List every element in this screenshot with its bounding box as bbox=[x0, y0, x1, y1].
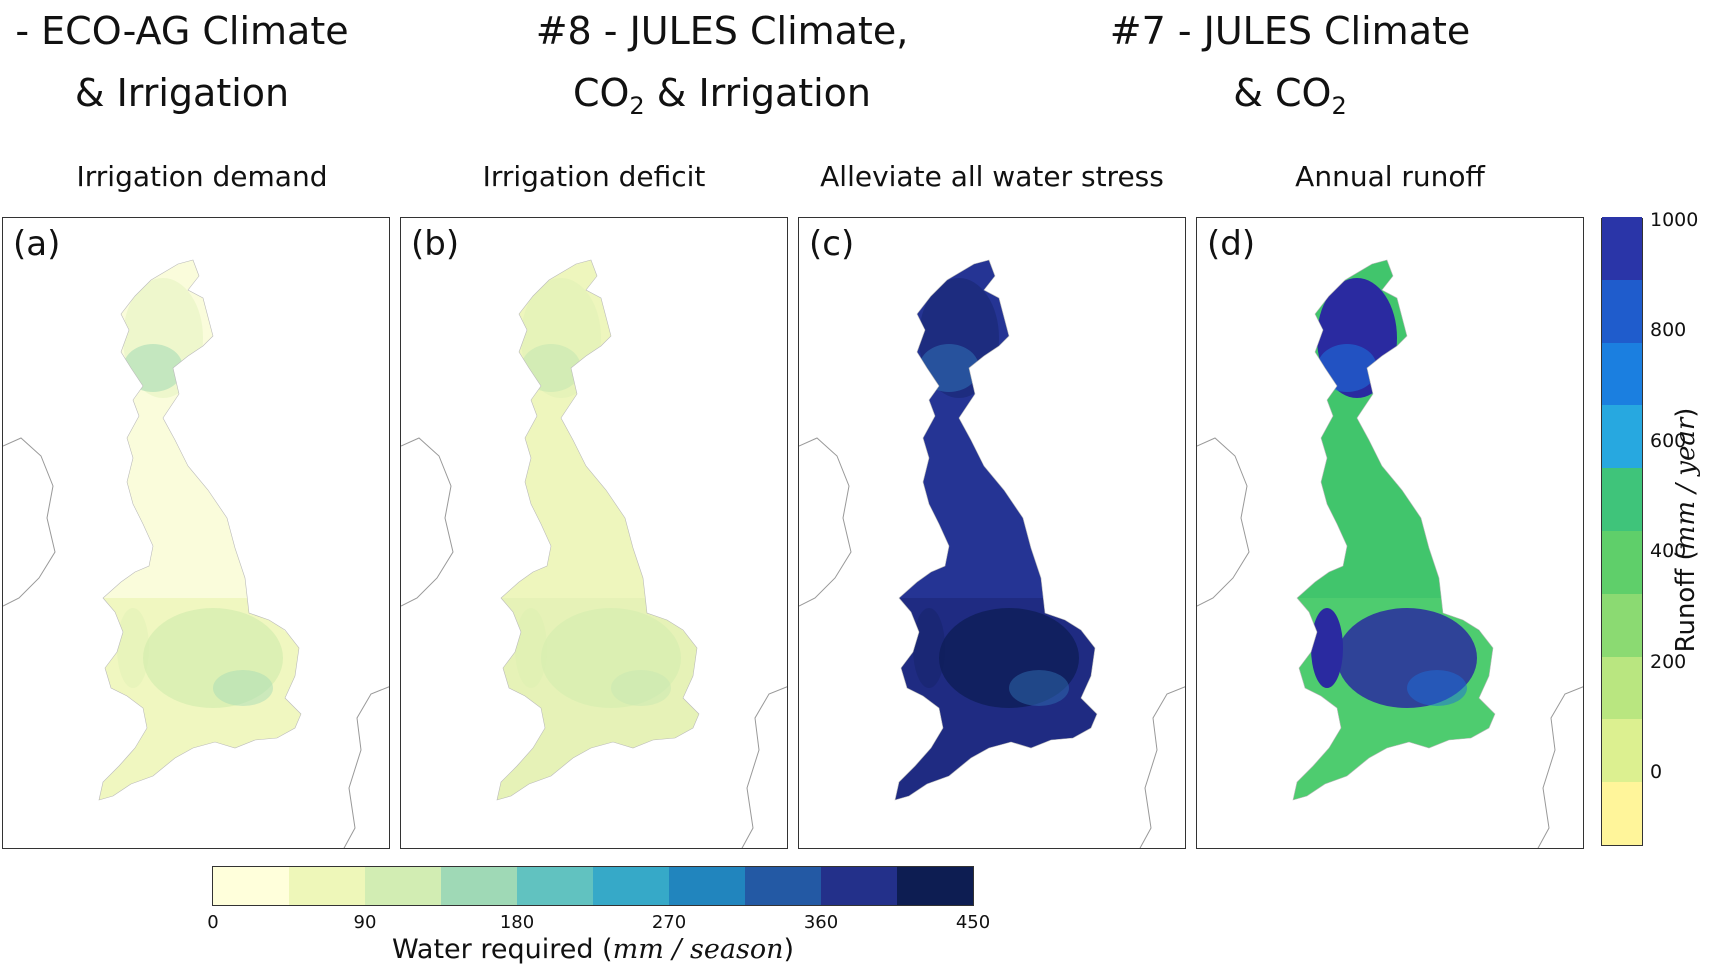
map-panel-d: (d) bbox=[1196, 217, 1584, 849]
panel-label: (d) bbox=[1207, 224, 1256, 264]
ireland-outline bbox=[3, 437, 56, 607]
runoff-colorbar-segment bbox=[1602, 404, 1642, 469]
scenario-header-1: - ECO-AG Climate & Irrigation bbox=[0, 0, 392, 124]
panel-label: (b) bbox=[411, 224, 460, 264]
gb-map bbox=[3, 259, 389, 848]
water-colorbar-segment bbox=[821, 867, 897, 905]
ireland-outline bbox=[401, 437, 454, 607]
runoff-tick-label: 800 bbox=[1650, 319, 1687, 342]
water-colorbar-title: Water required (mm / season) bbox=[391, 934, 795, 965]
water-colorbar-segment bbox=[289, 867, 365, 905]
water-tick-label: 90 bbox=[353, 912, 377, 933]
water-tick-label: 270 bbox=[651, 912, 687, 933]
water-colorbar-segment bbox=[213, 867, 289, 905]
runoff-colorbar-segment bbox=[1602, 781, 1642, 845]
runoff-tick-label: 1000 bbox=[1650, 209, 1699, 231]
runoff-colorbar bbox=[1601, 216, 1643, 846]
water-tick-label: 360 bbox=[803, 912, 839, 933]
water-colorbar-segment bbox=[441, 867, 517, 905]
ireland-outline bbox=[1197, 437, 1250, 607]
water-colorbar-segment bbox=[745, 867, 821, 905]
gb-map bbox=[401, 259, 787, 848]
europe-outline bbox=[1537, 686, 1583, 848]
runoff-colorbar-segment bbox=[1602, 530, 1642, 594]
scenario-line2: CO2 & Irrigation bbox=[572, 71, 872, 120]
scenario-line1: - ECO-AG Climate bbox=[15, 9, 349, 53]
runoff-colorbar-segment bbox=[1602, 718, 1642, 783]
coastline bbox=[98, 259, 302, 801]
gb-map bbox=[799, 259, 1185, 848]
runoff-colorbar-segment bbox=[1602, 467, 1642, 531]
scenario-header-3: #7 - JULES Climate & CO2 bbox=[1080, 0, 1500, 137]
runoff-tick-label: 400 bbox=[1650, 540, 1687, 563]
runoff-tick-label: 600 bbox=[1650, 429, 1687, 452]
europe-outline bbox=[1139, 686, 1185, 848]
panel-title-c: Alleviate all water stress bbox=[820, 160, 1164, 193]
panel-title-d: Annual runoff bbox=[1295, 160, 1485, 193]
water-colorbar-segment bbox=[593, 867, 669, 905]
runoff-tick-label: 200 bbox=[1650, 650, 1687, 673]
water-colorbar bbox=[212, 866, 974, 906]
scenario-line2: & Irrigation bbox=[74, 71, 290, 115]
panel-label: (c) bbox=[809, 224, 855, 264]
panel-label: (a) bbox=[13, 224, 61, 264]
scenario-line1: #8 - JULES Climate, bbox=[535, 9, 909, 53]
coastline bbox=[894, 259, 1098, 801]
water-colorbar-segment bbox=[897, 867, 973, 905]
water-colorbar-segment bbox=[669, 867, 745, 905]
water-tick-label: 0 bbox=[207, 912, 219, 933]
runoff-colorbar-segment bbox=[1602, 593, 1642, 657]
coastline bbox=[1292, 259, 1496, 801]
map-patterns bbox=[99, 278, 301, 800]
runoff-tick-label: 0 bbox=[1650, 761, 1663, 783]
water-tick-label: 450 bbox=[955, 912, 991, 933]
scenario-header-2: #8 - JULES Climate, CO2 & Irrigation bbox=[512, 0, 932, 137]
europe-outline bbox=[343, 686, 389, 848]
runoff-colorbar-segment bbox=[1602, 656, 1642, 720]
runoff-colorbar-title: Runoff (mm / year) bbox=[1671, 407, 1701, 653]
runoff-colorbar-segment bbox=[1602, 216, 1642, 280]
map-patterns bbox=[497, 278, 699, 800]
panel-title-a: Irrigation demand bbox=[76, 160, 328, 193]
runoff-colorbar-segment bbox=[1602, 279, 1642, 343]
scenario-line1: #7 - JULES Climate bbox=[1109, 9, 1471, 53]
coastline bbox=[496, 259, 700, 801]
gb-map bbox=[1197, 259, 1583, 848]
map-panel-b: (b) bbox=[400, 217, 788, 849]
map-panel-c: (c) bbox=[798, 217, 1186, 849]
water-colorbar-segment bbox=[517, 867, 593, 905]
runoff-colorbar-segment bbox=[1602, 342, 1642, 406]
map-panel-a: (a) bbox=[2, 217, 390, 849]
ireland-outline bbox=[799, 437, 852, 607]
water-tick-label: 180 bbox=[499, 912, 535, 933]
panel-title-b: Irrigation deficit bbox=[482, 160, 706, 193]
europe-outline bbox=[741, 686, 787, 848]
scenario-line2: & CO2 bbox=[1233, 71, 1347, 120]
water-colorbar-segment bbox=[365, 867, 441, 905]
